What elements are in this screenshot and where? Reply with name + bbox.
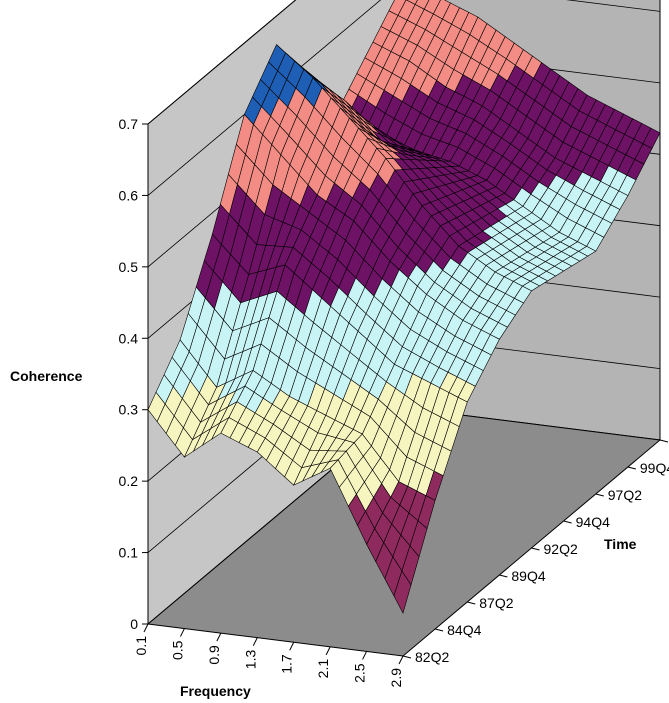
x-tick-label: 2.9 bbox=[388, 668, 404, 688]
y-tick-label: 89Q4 bbox=[511, 568, 545, 584]
x-tick-label: 2.1 bbox=[315, 659, 331, 679]
y-tick-label: 97Q2 bbox=[608, 487, 642, 503]
x-tick-mark bbox=[398, 655, 404, 665]
y-tick-mark bbox=[467, 601, 476, 605]
z-tick-label: 0.2 bbox=[119, 473, 139, 489]
x-tick-label: 0.9 bbox=[206, 645, 222, 665]
y-tick-mark bbox=[595, 493, 604, 497]
y-tick-label: 94Q4 bbox=[576, 514, 610, 530]
y-tick-mark bbox=[659, 439, 669, 443]
z-tick-label: 0.1 bbox=[119, 545, 139, 561]
x-tick-mark bbox=[325, 646, 331, 656]
y-tick-label: 99Q4 bbox=[640, 460, 669, 476]
x-tick-label: 1.3 bbox=[242, 650, 258, 670]
x-tick-label: 1.7 bbox=[279, 654, 295, 674]
x-tick-mark bbox=[179, 628, 185, 637]
x-tick-label: 2.5 bbox=[352, 663, 368, 683]
y-tick-mark bbox=[531, 547, 540, 551]
z-tick-label: 0.3 bbox=[119, 402, 139, 418]
x-tick-mark bbox=[362, 651, 368, 660]
x-tick-label: 0.1 bbox=[133, 636, 149, 656]
y-tick-mark bbox=[563, 520, 572, 524]
y-tick-mark bbox=[499, 574, 508, 578]
z-tick-label: 0.5 bbox=[119, 259, 139, 275]
y-tick-mark bbox=[627, 466, 636, 470]
x-axis-title: Frequency bbox=[180, 683, 251, 699]
z-axis-title: Coherence bbox=[10, 368, 83, 384]
z-tick-label: 0.6 bbox=[119, 187, 139, 203]
y-tick-label: 84Q4 bbox=[447, 622, 481, 638]
x-tick-mark bbox=[143, 623, 149, 633]
surface-cell bbox=[393, 570, 412, 614]
z-tick-label: 0.4 bbox=[119, 330, 139, 346]
x-tick-mark bbox=[252, 637, 258, 646]
x-tick-mark bbox=[216, 632, 222, 642]
surface-plot bbox=[147, 0, 661, 614]
z-tick-label: 0.7 bbox=[119, 116, 139, 132]
y-tick-label: 82Q2 bbox=[415, 649, 449, 665]
y-tick-mark bbox=[402, 655, 412, 659]
y-tick-label: 92Q2 bbox=[544, 541, 578, 557]
z-axis-ticks: 0 0.1 0.2 0.3 0.4 0.5 0.6 0.7 bbox=[119, 116, 148, 632]
z-tick-label: 0 bbox=[130, 616, 138, 632]
y-axis-title: Time bbox=[604, 536, 637, 552]
y-tick-mark bbox=[435, 628, 444, 632]
x-tick-label: 0.5 bbox=[169, 640, 185, 660]
gridline bbox=[147, 0, 661, 196]
x-axis-ticks: 0.1 0.5 0.9 1.3 1.7 2.1 2.5 2.9 bbox=[133, 623, 404, 688]
y-tick-label: 87Q2 bbox=[479, 595, 513, 611]
x-tick-mark bbox=[289, 642, 295, 651]
y-axis-ticks: 82Q284Q487Q289Q492Q294Q497Q299Q402Q2 bbox=[402, 439, 669, 665]
gridline bbox=[147, 0, 297, 125]
